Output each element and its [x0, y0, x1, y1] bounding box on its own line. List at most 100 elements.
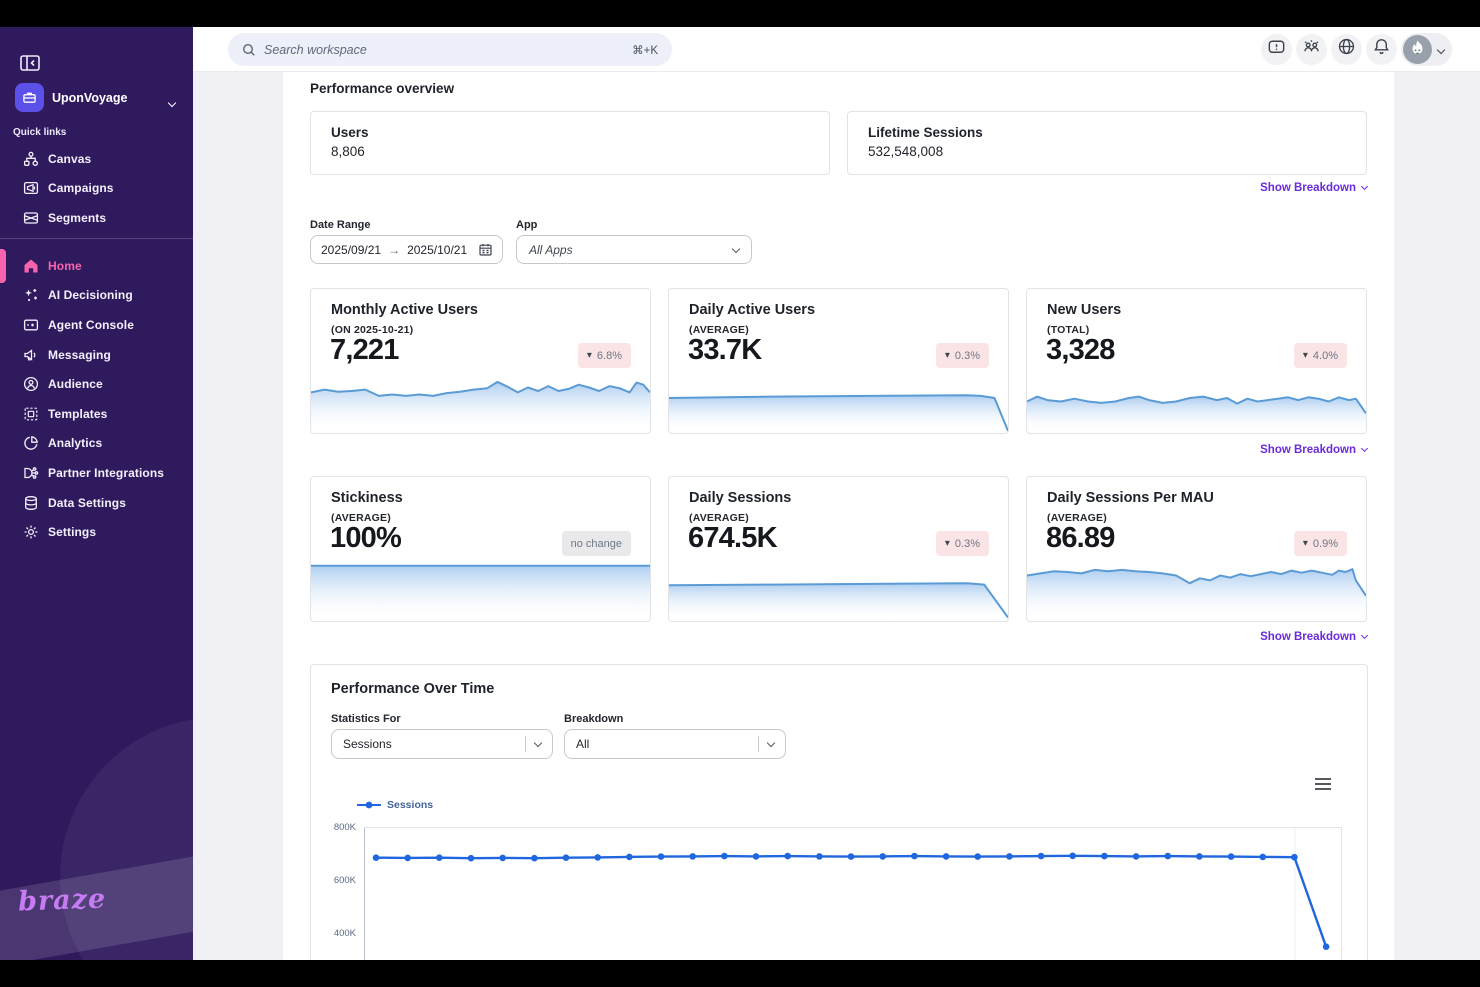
sidebar-item-label: Audience [48, 377, 103, 392]
quick-links-label: Quick links [13, 127, 67, 138]
metric-title: Daily Sessions Per MAU [1047, 490, 1214, 506]
sidebar-item-home[interactable]: Home [0, 251, 193, 281]
sidebar-item-analytics[interactable]: Analytics [0, 429, 193, 459]
sidebar-item-label: Canvas [48, 151, 92, 166]
metric-subtitle: (AVERAGE) [689, 324, 749, 336]
globe-icon [1336, 36, 1357, 62]
account-chevron-down-icon [1436, 40, 1446, 58]
topbar: ⌘+K [193, 27, 1480, 72]
metric-title: New Users [1047, 302, 1122, 318]
search-input[interactable] [264, 42, 633, 57]
chevron-down-icon [1360, 444, 1369, 453]
sessions-line-chart [364, 827, 1342, 960]
sidebar-item-agent-console[interactable]: Agent Console [0, 310, 193, 340]
announcement-icon [1266, 36, 1287, 62]
people-icon [1301, 36, 1322, 62]
campaigns-icon [22, 180, 39, 197]
sidebar-item-label: Partner Integrations [48, 465, 165, 480]
legend-marker-icon [357, 801, 381, 809]
metric-value: 100% [330, 522, 402, 554]
down-arrow-icon: ▾ [944, 537, 950, 549]
sidebar-item-canvas[interactable]: Canvas [0, 144, 193, 174]
change-badge: ▾ 0.9% [1293, 531, 1347, 556]
divider [758, 736, 759, 752]
notifications-button[interactable] [1366, 33, 1397, 65]
metric-title: Daily Sessions [689, 490, 792, 506]
show-breakdown-link[interactable]: Show Breakdown [1260, 631, 1369, 643]
section-title: Performance Over Time [331, 681, 495, 697]
legend-item-sessions[interactable]: Sessions [357, 799, 433, 811]
main-area: Performance overview Users 8,806 Lifetim… [193, 72, 1480, 960]
chevron-down-icon [766, 738, 776, 748]
sidebar-item-templates[interactable]: Templates [0, 399, 193, 429]
metric-subtitle: (ON 2025-10-21) [331, 324, 414, 336]
metric-subtitle: (TOTAL) [1047, 324, 1090, 336]
statistics-for-value: Sessions [343, 737, 392, 751]
breakdown-select[interactable]: All [564, 729, 786, 759]
metric-title: Stickiness [331, 490, 403, 506]
sidebar-item-data-settings[interactable]: Data Settings [0, 488, 193, 518]
chevron-down-icon [533, 738, 543, 748]
sidebar-item-ai-decisioning[interactable]: AI Decisioning [0, 281, 193, 311]
date-range-input[interactable]: 2025/09/21 → 2025/10/21 [310, 235, 503, 264]
account-menu[interactable] [1401, 32, 1452, 66]
down-arrow-icon: ▾ [586, 349, 592, 361]
metric-subtitle: (AVERAGE) [331, 512, 391, 524]
chevron-down-icon [731, 244, 741, 253]
sparkline-chart [311, 380, 650, 433]
metric-card-monthly-active-users: Monthly Active Users (ON 2025-10-21) 7,2… [310, 288, 651, 434]
show-breakdown-link[interactable]: Show Breakdown [1260, 444, 1369, 456]
divider [525, 736, 526, 752]
home-icon [22, 257, 39, 274]
metric-title: Monthly Active Users [331, 302, 478, 318]
card-value: 532,548,008 [868, 144, 944, 159]
app-window: UponVoyage Quick links Canvas Camp [0, 27, 1480, 960]
y-axis-tick: 600K [333, 875, 356, 886]
sidebar-item-campaigns[interactable]: Campaigns [0, 174, 193, 204]
sidebar-item-label: AI Decisioning [48, 288, 133, 303]
sidebar-item-label: Segments [48, 210, 107, 225]
community-button[interactable] [1296, 33, 1327, 65]
quick-links-list: Canvas Campaigns Segments [0, 144, 193, 233]
sidebar-item-audience[interactable]: Audience [0, 369, 193, 399]
change-badge: ▾ 6.8% [577, 343, 631, 368]
sparkline-chart [311, 564, 650, 621]
console-icon [22, 316, 39, 333]
chevron-down-icon [1360, 182, 1369, 191]
sidebar-divider [0, 238, 193, 239]
language-button[interactable] [1331, 33, 1362, 65]
search-box[interactable]: ⌘+K [228, 33, 672, 66]
braze-logo: braze [17, 883, 107, 918]
chart-menu-icon[interactable] [1315, 778, 1331, 792]
date-range-label: Date Range [310, 219, 371, 231]
sparkline-chart [669, 394, 1008, 433]
sidebar-item-label: Templates [48, 406, 108, 421]
canvas-icon [22, 150, 39, 167]
workspace-name: UponVoyage [52, 91, 128, 105]
whats-new-button[interactable] [1261, 33, 1292, 65]
metric-value: 674.5K [688, 522, 778, 554]
app-filter-label: App [516, 219, 538, 231]
app-select[interactable]: All Apps [516, 235, 752, 264]
integrations-icon [22, 464, 39, 481]
metric-card-daily-sessions: Daily Sessions (AVERAGE) 674.5K ▾ 0.3% [668, 476, 1009, 622]
sidebar-item-segments[interactable]: Segments [0, 203, 193, 233]
show-breakdown-link[interactable]: Show Breakdown [1260, 182, 1369, 194]
app-select-value: All Apps [529, 242, 573, 257]
bell-icon [1371, 36, 1392, 62]
sidebar-item-label: Agent Console [48, 317, 134, 332]
statistics-for-select[interactable]: Sessions [331, 729, 553, 759]
active-item-indicator [0, 249, 6, 283]
workspace-switcher[interactable]: UponVoyage [0, 83, 193, 115]
avatar [1403, 34, 1432, 64]
sidebar-item-partner-integrations[interactable]: Partner Integrations [0, 458, 193, 488]
workspace-chevron-down-icon [167, 93, 177, 111]
change-badge: ▾no change [561, 531, 631, 556]
date-start: 2025/09/21 [321, 242, 382, 257]
content-panel: Performance overview Users 8,806 Lifetim… [283, 72, 1394, 960]
sidebar-item-settings[interactable]: Settings [0, 517, 193, 547]
arrow-right-icon: → [388, 242, 401, 257]
sidebar-collapse-icon[interactable] [18, 51, 42, 75]
sidebar-item-messaging[interactable]: Messaging [0, 340, 193, 370]
sparkline-chart [1027, 395, 1366, 433]
